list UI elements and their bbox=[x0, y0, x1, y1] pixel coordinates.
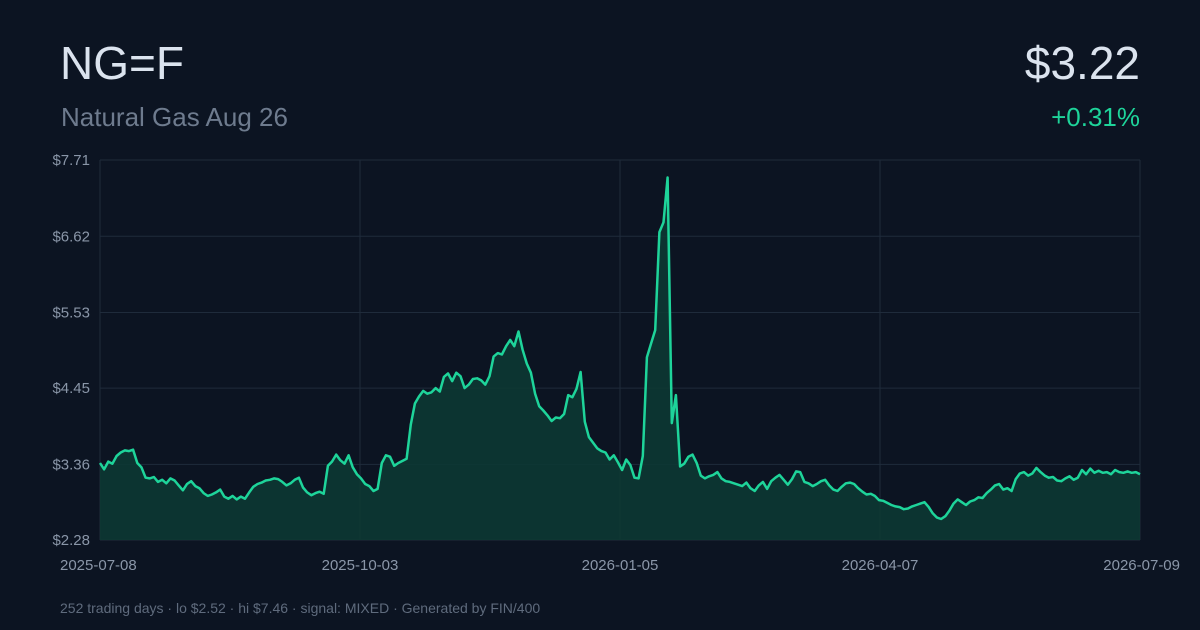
x-tick-label: 2026-01-05 bbox=[582, 557, 659, 574]
ticker-symbol: NG=F bbox=[60, 37, 184, 89]
y-axis-labels: $7.71 $6.62 $5.53 $4.45 $3.36 $2.28 bbox=[52, 152, 90, 549]
last-price: $3.22 bbox=[1024, 37, 1140, 89]
y-tick-label: $2.28 bbox=[52, 532, 90, 549]
y-tick-label: $4.45 bbox=[52, 380, 90, 397]
x-axis-labels: 2025-07-08 2025-10-03 2026-01-05 2026-04-07… bbox=[60, 557, 1180, 574]
x-tick-label: 2025-07-08 bbox=[60, 557, 137, 574]
x-tick-label: 2026-07-09 bbox=[1103, 557, 1180, 574]
x-tick-label: 2025-10-03 bbox=[322, 557, 399, 574]
instrument-name: Natural Gas Aug 26 bbox=[61, 102, 288, 132]
y-tick-label: $7.71 bbox=[52, 152, 90, 169]
y-tick-label: $6.62 bbox=[52, 228, 90, 245]
y-tick-label: $5.53 bbox=[52, 305, 90, 322]
footer-stats: 252 trading days · lo $2.52 · hi $7.46 ·… bbox=[60, 600, 541, 616]
price-line bbox=[98, 176, 1141, 521]
y-tick-label: $3.36 bbox=[52, 456, 90, 473]
price-change: +0.31% bbox=[1051, 102, 1140, 132]
x-tick-label: 2026-04-07 bbox=[842, 557, 919, 574]
